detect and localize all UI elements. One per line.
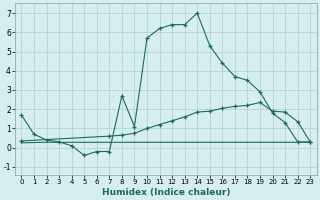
X-axis label: Humidex (Indice chaleur): Humidex (Indice chaleur) [101, 188, 230, 197]
